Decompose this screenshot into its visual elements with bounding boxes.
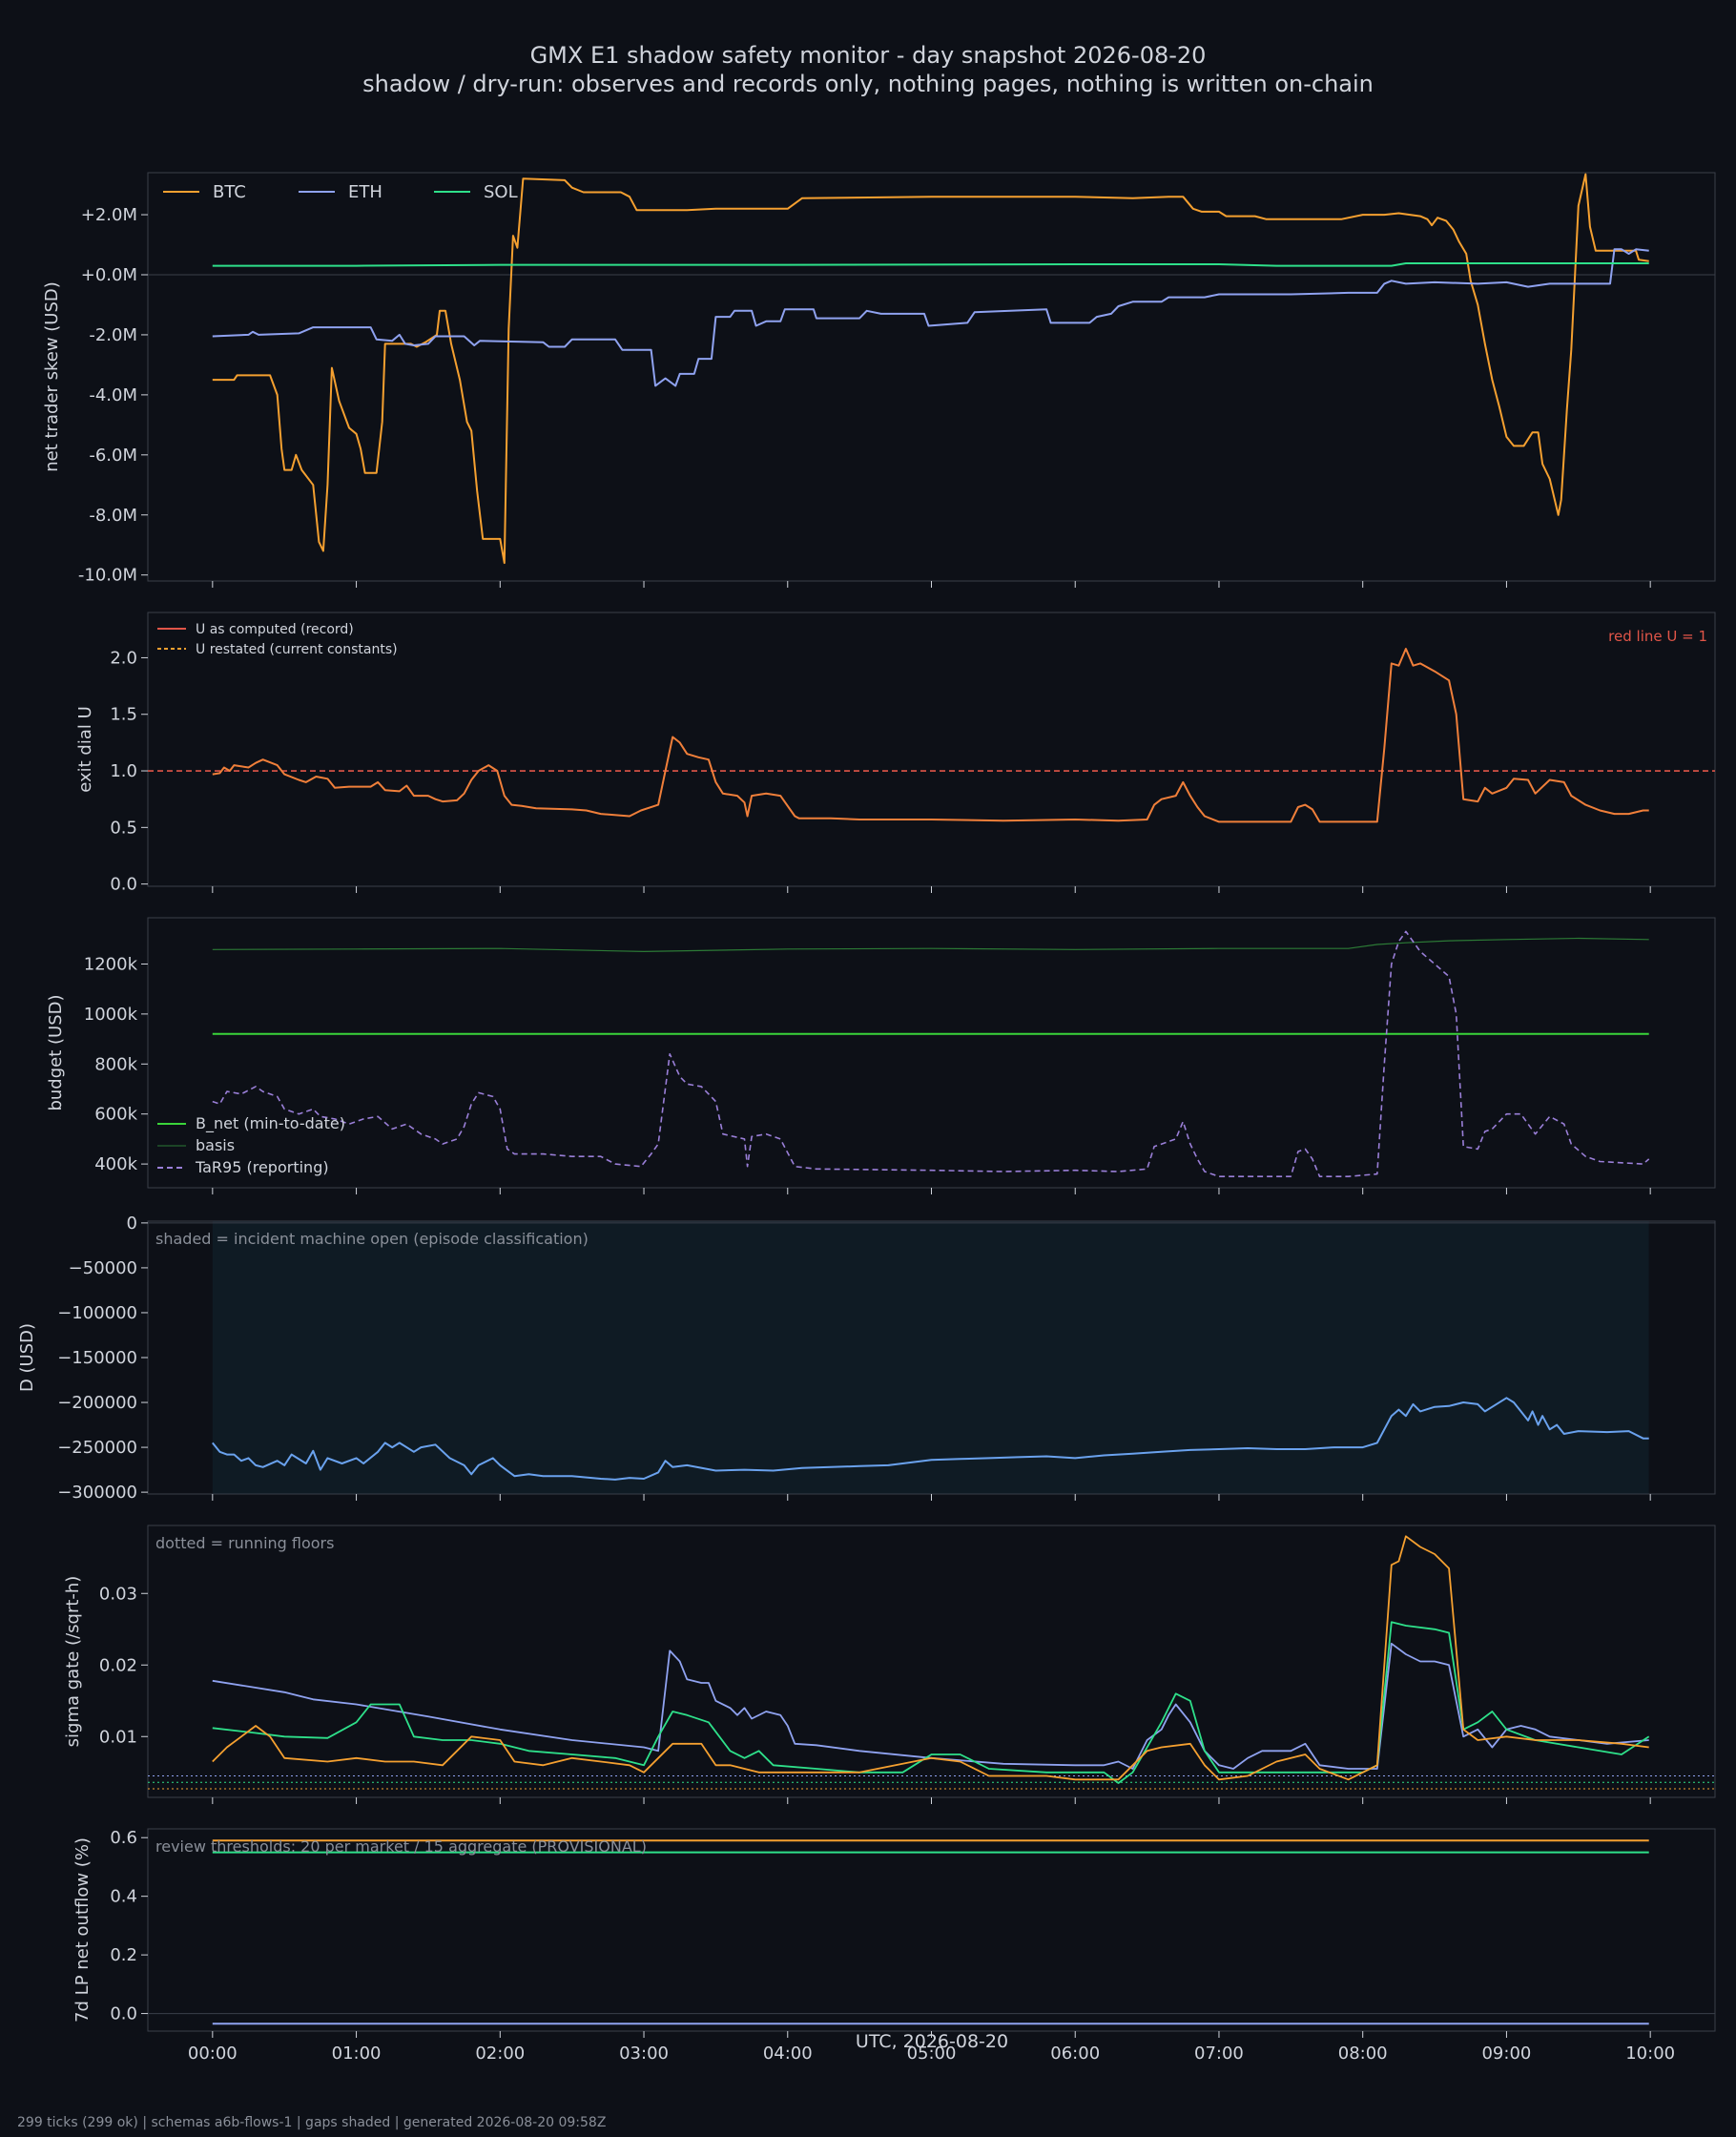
legend-label: TaR95 (reporting) [195,1158,329,1176]
y-tick-label: 1.0 [110,761,137,781]
y-axis-label: sigma gate (/sqrt-h) [63,1576,83,1748]
series-line-d [212,1397,1649,1481]
y-tick-label: -10.0M [78,566,137,586]
y-axis-label: budget (USD) [46,994,66,1110]
series-line-u-as-computed-record- [212,648,1649,823]
footer-status: 299 ticks (299 ok) | schemas a6b-flows-1… [17,2115,606,2130]
panel-lp_outflow: 0.0 0.2 0.4 0.6 00:00 01:00 02:00 03:00 04:00 05:… [72,1828,1716,2064]
series-line-btc [212,173,1649,565]
y-tick-label: 0.0 [110,2004,137,2024]
y-tick-label: +0.0M [81,265,137,285]
legend-label: BTC [213,182,246,202]
panel-skew: +2.0M +0.0M -2.0M -4.0M -6.0M -8.0M -10.0M net … [42,172,1716,588]
legend-label: ETH [348,182,382,202]
y-tick-label: 0.02 [99,1655,137,1675]
x-tick-label: 01:00 [332,2044,382,2064]
x-tick-label: 10:00 [1625,2044,1675,2064]
series-line-eth [212,248,1649,387]
y-tick-label: -2.0M [89,325,137,345]
x-axis-label: UTC, 2026-08-20 [856,2031,1008,2052]
x-tick-label: 03:00 [619,2044,669,2064]
incident-shade [212,1221,1649,1494]
series-line-eth [212,1642,1649,1770]
y-tick-label: −150000 [57,1348,137,1368]
y-tick-label: −250000 [57,1438,137,1458]
y-tick-label: 0.4 [110,1887,137,1907]
panel-annotation: red line U = 1 [1608,628,1707,645]
x-tick-label: 09:00 [1481,2044,1531,2064]
y-axis-label: 7d LP net outflow (%) [72,1837,93,2023]
y-tick-label: −50000 [69,1258,137,1278]
y-tick-label: 0.03 [99,1584,137,1604]
y-tick-label: 0.6 [110,1828,137,1848]
x-tick-label: 08:00 [1338,2044,1388,2064]
y-tick-label: -4.0M [89,385,137,405]
x-tick-label: 04:00 [763,2044,813,2064]
y-tick-label: −200000 [57,1393,137,1413]
y-tick-label: 800k [94,1054,137,1074]
y-tick-label: 0.5 [110,818,137,838]
y-tick-label: -6.0M [89,446,137,466]
series-line-tar95-reporting- [212,930,1650,1177]
panel-annotation: dotted = running floors [155,1534,334,1552]
legend-label: U restated (current constants) [196,642,398,657]
figure-title: GMX E1 shadow safety monitor - day snaps… [530,42,1207,69]
y-tick-label: 2.0 [110,648,137,668]
y-tick-label: 0 [127,1214,137,1234]
y-tick-label: −300000 [57,1483,137,1503]
x-tick-label: 07:00 [1194,2044,1244,2064]
legend-label: U as computed (record) [196,622,354,637]
legend-label: SOL [484,182,518,202]
y-axis-label: exit dial U [75,706,95,793]
y-tick-label: −100000 [57,1303,137,1323]
figure-subtitle: shadow / dry-run: observes and records o… [362,71,1374,97]
y-tick-label: 0.0 [110,875,137,895]
legend-label: B_net (min-to-date) [196,1114,345,1133]
panel-annotation: shaded = incident machine open (episode … [155,1230,589,1248]
y-tick-label: 0.01 [99,1727,137,1747]
series-line-btc [212,1535,1649,1781]
x-tick-label: 06:00 [1050,2044,1100,2064]
y-tick-label: 1.5 [110,705,137,725]
y-tick-label: -8.0M [89,506,137,526]
series-line-basis [212,937,1649,952]
panel-drawdown: 0 −50000 −100000 −150000 −200000 −250000 −3000… [17,1214,1716,1503]
x-tick-label: 02:00 [475,2044,525,2064]
panel-annotation: review thresholds: 20 per market / 15 ag… [155,1837,647,1856]
y-tick-label: 1200k [84,954,138,974]
y-tick-label: +2.0M [81,205,137,225]
y-axis-label: D (USD) [17,1323,37,1392]
panel-exit_dial: 0.0 0.5 1.0 1.5 2.0 exit dial U red line U = 1… [75,612,1716,895]
legend-label: basis [196,1136,235,1154]
chart-panels: +2.0M +0.0M -2.0M -4.0M -6.0M -8.0M -10.0M net … [17,172,1716,2064]
y-axis-label: net trader skew (USD) [42,281,62,472]
y-tick-label: 400k [94,1154,137,1174]
series-line-sol [212,262,1649,267]
y-tick-label: 1000k [84,1005,138,1025]
y-tick-label: 600k [94,1105,137,1125]
x-tick-label: 00:00 [188,2044,238,2064]
x-tick-label: 05:00 [907,2044,957,2064]
y-tick-label: 0.2 [110,1945,137,1965]
panel-sigma: 0.01 0.02 0.03 sigma gate (/sqrt-h) dotted =… [63,1525,1716,1804]
panel-budget: 400k 600k 800k 1000k 1200k budget (USD) B_net … [46,917,1716,1194]
series-line-sol [212,1621,1650,1784]
